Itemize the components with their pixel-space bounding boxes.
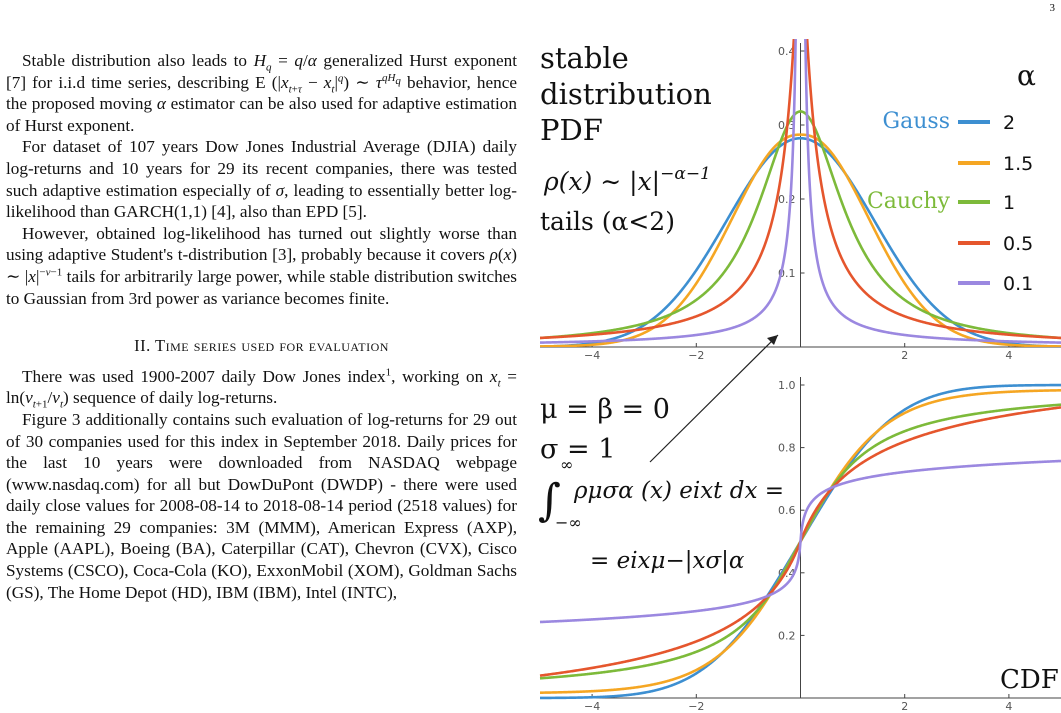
pdf-title-line: distribution (540, 77, 712, 111)
integral-lhs: ρμσα (x) eixt dx = (573, 478, 784, 504)
cdf-plot: −4 −2 2 40.20.40.60.81.0 (539, 377, 1061, 713)
arrow-head-icon (767, 335, 778, 345)
cdf-label: CDF (1000, 665, 1059, 695)
cdf-x-tick-label: 2 (901, 700, 908, 713)
legend-label: 0.5 (1003, 233, 1033, 255)
paragraph-hurst: Stable distribution also leads to Hq = q… (6, 51, 517, 135)
cdf-x-tick-label: −4 (584, 700, 600, 713)
stable-distribution-figure: −4 −2 2 4 0.1 0.2 0.3 0.4 −4 −2 2 4 0.2 0.4 0.6 0.8 1.0… (530, 30, 1061, 713)
integral-sign: ∫ (538, 475, 561, 526)
pdf-series-line-alpha-0-5 (540, 39, 1061, 340)
legend-annotation-gauss: Gauss (883, 109, 950, 134)
pdf-title-line: stable (540, 41, 629, 75)
integral-lower-limit: −∞ (555, 513, 582, 532)
pdf-y-tick-label: 0.2 (778, 193, 796, 206)
tails-note: tails (α<2) (540, 207, 675, 236)
legend-annotation-cauchy: Cauchy (867, 189, 951, 214)
legend-title: α (1017, 59, 1036, 92)
legend-label: 2 (1003, 112, 1015, 134)
figure-canvas: −4 −2 2 40.10.20.30.4 −4 −2 2 40.20.40.60.81.0… (538, 39, 1061, 713)
pdf-series-line-alpha-2 (540, 136, 1061, 347)
paragraph-djia: For dataset of 107 years Dow Jones Indus… (6, 137, 517, 222)
pdf-plot: −4 −2 2 40.10.20.30.4 (540, 39, 1061, 362)
integral-rhs: = eixμ−|xσ|α (590, 548, 745, 574)
pdf-x-tick-label: −4 (584, 349, 600, 362)
cdf-x-tick-label: −2 (688, 700, 704, 713)
paragraph-companies: Figure 3 additionally contains such eval… (6, 409, 517, 602)
pdf-title-line: PDF (540, 113, 603, 147)
cdf-y-tick-label: 0.8 (778, 442, 796, 455)
legend-label: 0.1 (1003, 273, 1033, 295)
left-text-column: Stable distribution also leads to Hq = q… (6, 50, 517, 603)
pdf-x-tick-label: 4 (1005, 349, 1012, 362)
arrow-line (649, 334, 779, 463)
cdf-x-tick-label: 4 (1005, 700, 1012, 713)
cdf-y-tick-label: 1.0 (778, 379, 796, 392)
paragraph-student: However, obtained log-likelihood has tur… (6, 223, 517, 308)
section-heading: II. Time series used for evaluation (134, 336, 389, 356)
pdf-x-tick-label: −2 (688, 349, 704, 362)
integral-upper-limit: ∞ (560, 455, 573, 474)
legend-label: 1.5 (1003, 153, 1033, 175)
pdf-x-tick-label: 2 (901, 349, 908, 362)
cdf-y-tick-label: 0.2 (778, 629, 796, 642)
pdf-series-line-alpha-0-1 (540, 39, 1061, 344)
page-number: 3 (1049, 2, 1056, 14)
tails-formula: ρ(x) ∼ |x|−α−1 (543, 164, 711, 197)
pdf-series-line-alpha-1 (540, 110, 1061, 340)
legend-label: 1 (1003, 192, 1015, 214)
params-sigma: σ = 1 (540, 434, 615, 465)
params-mu-beta: μ = β = 0 (540, 394, 670, 425)
pdf-y-tick-label: 0.4 (778, 45, 796, 58)
cdf-series-line-alpha-0-1 (539, 459, 1061, 624)
paragraph-index: There was used 1900-2007 daily Dow Jones… (6, 365, 517, 411)
cdf-y-tick-label: 0.6 (778, 504, 796, 517)
